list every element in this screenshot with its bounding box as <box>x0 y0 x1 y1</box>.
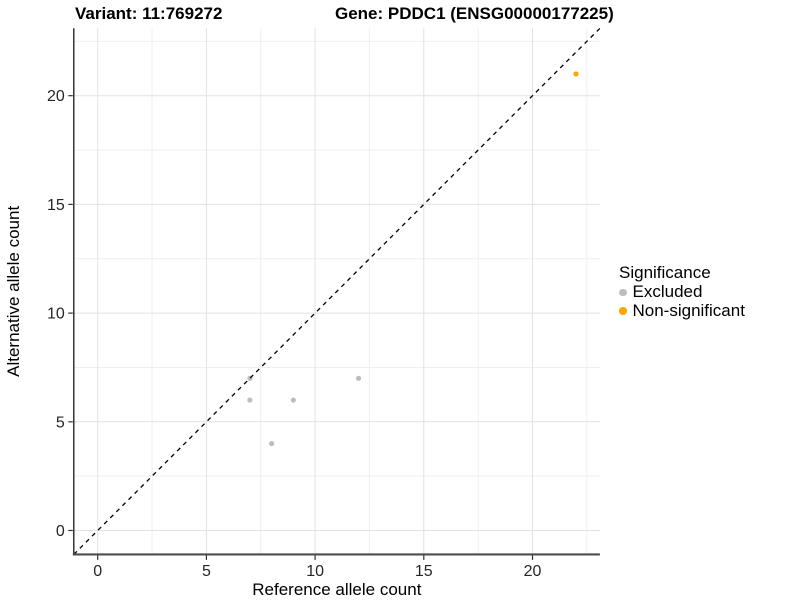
axis-ticks <box>68 95 534 560</box>
x-tick-label: 5 <box>202 563 211 580</box>
y-tick-labels: 0 5 10 15 20 <box>47 88 65 540</box>
y-tick-label: 0 <box>56 523 65 540</box>
x-tick-label: 10 <box>306 563 324 580</box>
data-point <box>247 397 253 403</box>
data-point <box>269 440 275 447</box>
excluded-point-icon <box>619 288 627 296</box>
data-points <box>247 71 579 447</box>
y-axis-title: Alternative allele count <box>4 206 23 377</box>
legend-title: Significance <box>619 263 711 282</box>
data-point <box>573 71 579 77</box>
x-tick-label: 0 <box>93 563 102 580</box>
y-tick-label: 20 <box>47 88 65 105</box>
major-gridlines <box>73 28 600 555</box>
x-axis-title: Reference allele count <box>252 580 421 599</box>
identity-dashed-line <box>73 27 601 555</box>
minor-gridlines <box>73 28 600 555</box>
legend: Significance Excluded Non-significant <box>619 263 745 320</box>
y-tick-label: 5 <box>56 414 65 431</box>
legend-item-excluded: Excluded <box>619 282 745 302</box>
x-tick-label: 20 <box>524 563 542 580</box>
legend-item-label: Non-significant <box>632 300 745 320</box>
variant-title: Variant: 11:769272 <box>75 4 223 23</box>
y-tick-label: 10 <box>47 306 65 323</box>
x-tick-labels: 0 5 10 15 20 <box>93 563 541 580</box>
legend-item-label: Excluded <box>632 282 703 302</box>
non-significant-point-icon <box>619 307 627 315</box>
data-point <box>355 375 362 381</box>
axis-lines <box>72 28 600 556</box>
x-tick-label: 15 <box>415 563 433 580</box>
gene-title: Gene: PDDC1 (ENSG00000177225) <box>335 4 614 23</box>
y-tick-label: 15 <box>47 197 65 214</box>
legend-item-non-significant: Non-significant <box>619 300 745 321</box>
data-point <box>290 397 296 403</box>
